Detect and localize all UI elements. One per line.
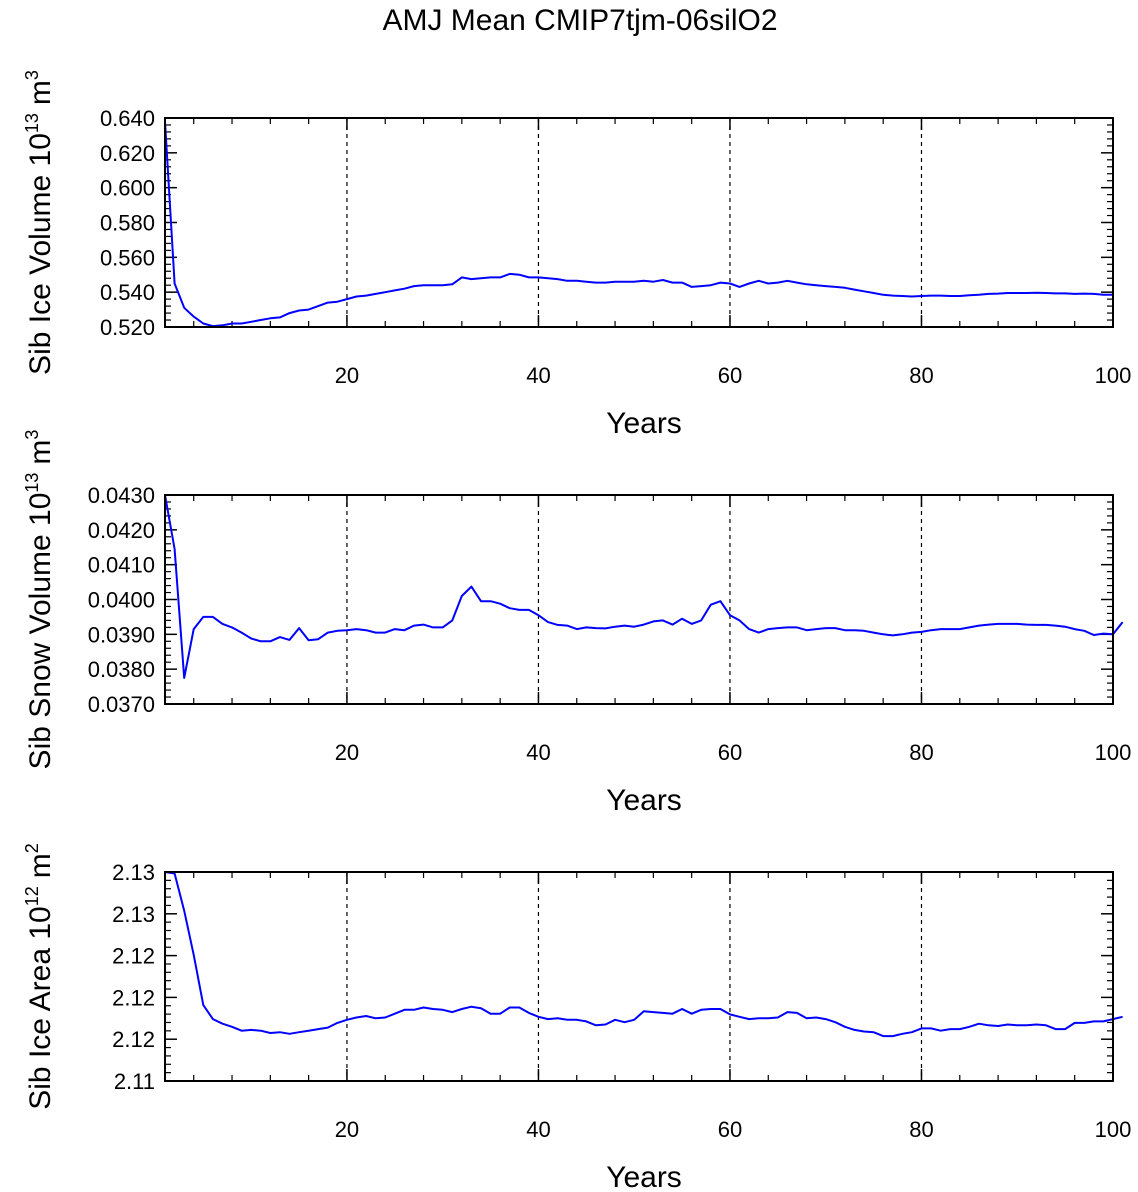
y-axis-label-unit-exponent: 2: [22, 843, 42, 853]
y-tick-label: 2.12: [112, 944, 155, 969]
y-tick-label: 0.0420: [88, 518, 155, 543]
y-axis-label: Sib Ice Area 1012 m2: [22, 843, 57, 1110]
chart-panel-1: 0.520 0.540 0.560 0.580 0.600 0.620 0.640 20 40 6…: [22, 70, 1131, 440]
x-tick-label: 100: [1095, 740, 1132, 765]
y-axis-label: Sib Ice Volume 1013 m3: [22, 70, 57, 375]
x-axis-label: Years: [606, 407, 682, 440]
y-tick-label: 2.13: [112, 860, 155, 885]
x-tick-label: 40: [526, 1117, 550, 1142]
plot-frame: [164, 871, 1114, 1082]
y-tick-label: 0.620: [100, 141, 155, 166]
y-axis-label-unit: m: [24, 853, 57, 878]
x-tick-label: 20: [335, 740, 359, 765]
x-axis-label: Years: [606, 1161, 682, 1192]
y-axis-label: Sib Snow Volume 1013 m3: [22, 430, 57, 770]
x-tick-label: 80: [909, 740, 933, 765]
plot-frame: [164, 494, 1114, 705]
y-tick-label: 2.11: [114, 1069, 155, 1094]
y-tick-label: 0.580: [100, 211, 155, 236]
x-axis-label: Years: [606, 784, 682, 817]
y-axis-label-text: Sib Snow Volume 10: [24, 493, 57, 770]
y-tick-label: 0.0380: [88, 657, 155, 682]
y-axis-label-unit-exponent: 3: [22, 430, 42, 440]
y-tick-label: 0.520: [100, 315, 155, 340]
y-axis-label-exponent: 13: [22, 113, 42, 133]
y-axis-label-exponent: 12: [22, 886, 42, 906]
x-tick-label: 80: [909, 1117, 933, 1142]
y-axis-label-text: Sib Ice Area 10: [24, 906, 57, 1109]
x-tick-label: 80: [909, 363, 933, 388]
x-tick-label: 20: [335, 363, 359, 388]
chart-panels: 0.520 0.540 0.560 0.580 0.600 0.620 0.640 20 40 6…: [22, 70, 1131, 1192]
x-tick-label: 100: [1095, 363, 1132, 388]
x-tick-label: 40: [526, 363, 550, 388]
y-tick-label: 0.540: [100, 280, 155, 305]
series-line: [164, 871, 1123, 1038]
y-tick-label: 2.12: [112, 985, 155, 1010]
x-tick-label: 100: [1095, 1117, 1132, 1142]
y-tick-label: 2.12: [112, 1027, 155, 1052]
y-axis-label-unit: m: [24, 80, 57, 105]
series-line: [164, 121, 1113, 328]
x-tick-label: 60: [718, 1117, 742, 1142]
x-tick-label: 40: [526, 740, 550, 765]
y-axis-label-unit: m: [24, 440, 57, 465]
y-tick-label: 0.0400: [88, 588, 155, 613]
x-tick-label: 60: [718, 363, 742, 388]
chart-panel-2: 0.0370 0.0380 0.0390 0.0400 0.0410 0.0420 0.04…: [22, 430, 1131, 817]
y-tick-label: 2.13: [112, 902, 155, 927]
y-axis-label-text: Sib Ice Volume 10: [24, 133, 57, 375]
plot-frame: [164, 117, 1114, 328]
chart-panel-3: 2.11 2.12 2.12 2.12 2.13 2.13 20 40 60 80 100 Years…: [22, 843, 1131, 1192]
y-axis-label-unit-exponent: 3: [22, 70, 42, 80]
x-tick-label: 60: [718, 740, 742, 765]
y-tick-label: 0.600: [100, 176, 155, 201]
y-tick-label: 0.0410: [88, 553, 155, 578]
chart-title: AMJ Mean CMIP7tjm-06silO2: [382, 4, 777, 37]
series-line: [164, 494, 1124, 679]
x-tick-label: 20: [335, 1117, 359, 1142]
y-tick-label: 0.0430: [88, 483, 155, 508]
y-tick-label: 0.0370: [88, 692, 155, 717]
y-tick-label: 0.0390: [88, 622, 155, 647]
y-tick-label: 0.560: [100, 245, 155, 270]
y-axis-label-exponent: 13: [22, 473, 42, 493]
y-tick-label: 0.640: [100, 106, 155, 131]
